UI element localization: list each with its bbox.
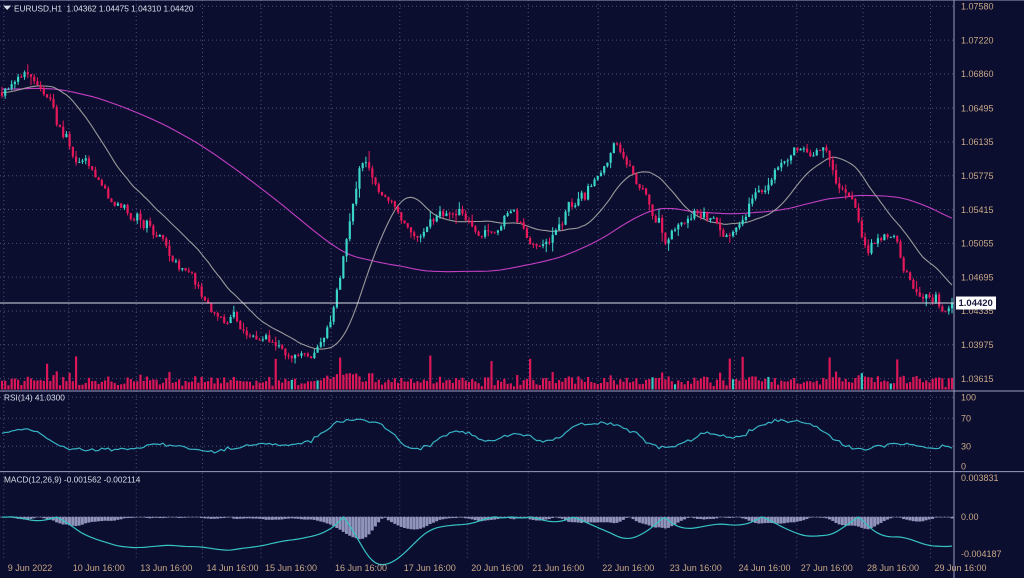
svg-text:1.04695: 1.04695 (961, 272, 994, 282)
svg-text:100: 100 (961, 393, 976, 403)
svg-text:EURUSD,H1 1.04362 1.04475 1.0: EURUSD,H1 1.04362 1.04475 1.04310 1.0442… (14, 4, 194, 14)
svg-text:0: 0 (961, 462, 966, 472)
svg-text:1.06860: 1.06860 (961, 69, 994, 79)
svg-text:15 Jun 16:00: 15 Jun 16:00 (265, 563, 317, 573)
svg-text:1.03615: 1.03615 (961, 374, 994, 384)
svg-text:MACD(12,26,9) -0.001562 -0.002: MACD(12,26,9) -0.001562 -0.002114 (4, 474, 141, 484)
svg-text:0.00: 0.00 (961, 512, 979, 522)
svg-text:RSI(14) 41.0300: RSI(14) 41.0300 (4, 393, 65, 403)
svg-text:1.07580: 1.07580 (961, 2, 994, 12)
svg-text:0.003831: 0.003831 (961, 473, 999, 483)
svg-text:1.05055: 1.05055 (961, 239, 994, 249)
svg-text:17 Jun 16:00: 17 Jun 16:00 (404, 563, 456, 573)
svg-text:70: 70 (961, 413, 971, 423)
svg-text:27 Jun 16:00: 27 Jun 16:00 (801, 563, 853, 573)
svg-text:1.05775: 1.05775 (961, 171, 994, 181)
svg-text:23 Jun 16:00: 23 Jun 16:00 (670, 563, 722, 573)
svg-text:1.03975: 1.03975 (961, 340, 994, 350)
svg-text:9 Jun 2022: 9 Jun 2022 (8, 563, 53, 573)
svg-text:28 Jun 16:00: 28 Jun 16:00 (867, 563, 919, 573)
svg-text:1.05415: 1.05415 (961, 205, 994, 215)
svg-text:30: 30 (961, 441, 971, 451)
svg-text:16 Jun 16:00: 16 Jun 16:00 (335, 563, 387, 573)
svg-text:22 Jun 16:00: 22 Jun 16:00 (602, 563, 654, 573)
svg-text:10 Jun 16:00: 10 Jun 16:00 (73, 563, 125, 573)
svg-text:14 Jun 16:00: 14 Jun 16:00 (207, 563, 259, 573)
svg-text:21 Jun 16:00: 21 Jun 16:00 (532, 563, 584, 573)
svg-text:1.06135: 1.06135 (961, 137, 994, 147)
svg-text:24 Jun 16:00: 24 Jun 16:00 (739, 563, 791, 573)
svg-text:1.04420: 1.04420 (959, 298, 993, 309)
svg-text:20 Jun 16:00: 20 Jun 16:00 (471, 563, 523, 573)
svg-text:13 Jun 16:00: 13 Jun 16:00 (140, 563, 192, 573)
svg-text:1.06495: 1.06495 (961, 103, 994, 113)
svg-text:29 Jun 16:00: 29 Jun 16:00 (935, 563, 987, 573)
svg-text:-0.004187: -0.004187 (961, 549, 1002, 559)
svg-text:1.07220: 1.07220 (961, 35, 994, 45)
